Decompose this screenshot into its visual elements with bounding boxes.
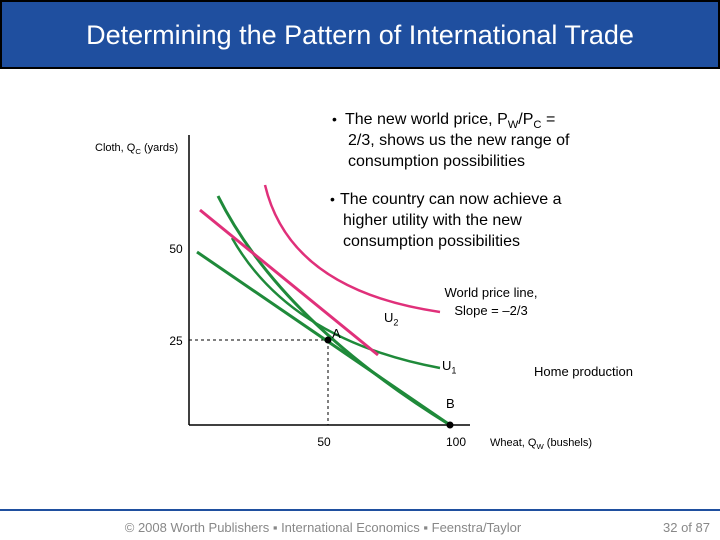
indifference-curve-u1 — [230, 237, 441, 370]
x-axis-label: Wheat, QW (bushels) — [490, 437, 592, 451]
bullet-line: consumption possibilities — [348, 153, 525, 170]
bullet-line: higher utility with the new — [343, 212, 522, 229]
home-price-line — [196, 250, 451, 427]
slide-title: Determining the Pattern of International… — [86, 20, 634, 50]
page-number: 32 of 87 — [663, 520, 710, 535]
text-part: (yards) — [141, 142, 178, 154]
y-tick-label: 50 — [169, 242, 183, 256]
subscript: W — [508, 119, 519, 131]
text-part: = — [542, 111, 556, 128]
indifference-curve-u2 — [263, 184, 441, 314]
bullet-line: 2/3, shows us the new range of — [348, 132, 570, 149]
subscript: C — [533, 119, 541, 131]
text-part: /P — [518, 111, 533, 128]
footer-credit: © 2008 Worth Publishers ▪ International … — [125, 520, 522, 535]
y-tick-label: 25 — [169, 334, 183, 348]
text-part: U — [442, 358, 451, 373]
world-price-label: Slope = –2/3 — [454, 303, 527, 318]
text-part: 2/3, shows us the new range of — [348, 132, 570, 149]
text-part: U — [384, 310, 393, 325]
bullet-mark: • — [330, 191, 335, 207]
text-part: Cloth, Q — [95, 142, 136, 154]
bullet-line: The country can now achieve a — [340, 191, 562, 208]
world-price-line — [199, 208, 379, 357]
point-a-label: A — [332, 326, 341, 341]
text-part: The country can now achieve a — [340, 191, 562, 208]
world-price-label: World price line, — [445, 285, 538, 300]
point-b — [446, 421, 454, 429]
bullet-line: consumption possibilities — [343, 233, 520, 250]
bullet-line: The new world price, PW/PC = — [345, 111, 555, 131]
text-part: consumption possibilities — [343, 233, 520, 250]
subscript: 1 — [451, 365, 456, 375]
subscript: 2 — [393, 317, 398, 327]
subscript: W — [536, 442, 544, 451]
text-part: Wheat, Q — [490, 437, 537, 449]
bullets: • The new world price, PW/PC =2/3, shows … — [330, 111, 570, 250]
text-part: consumption possibilities — [348, 153, 525, 170]
x-tick-label: 50 — [317, 435, 331, 449]
point-b-label: B — [446, 396, 455, 411]
x-tick-label: 100 — [446, 435, 466, 449]
point-a — [324, 336, 332, 344]
y-axis-label: Cloth, QC (yards) — [95, 142, 178, 156]
diagram-labels: Cloth, QC (yards)Wheat, QW (bushels)5025… — [95, 142, 633, 451]
text-part: (bushels) — [544, 437, 592, 449]
subscript: C — [135, 147, 141, 156]
text-part: The new world price, P — [345, 111, 508, 128]
text-part: higher utility with the new — [343, 212, 522, 229]
u2-label: U2 — [384, 310, 398, 327]
home-production-label: Home production — [534, 364, 633, 379]
u1-label: U1 — [442, 358, 456, 375]
title-bar — [0, 0, 720, 69]
bullet-mark: • — [332, 111, 337, 127]
